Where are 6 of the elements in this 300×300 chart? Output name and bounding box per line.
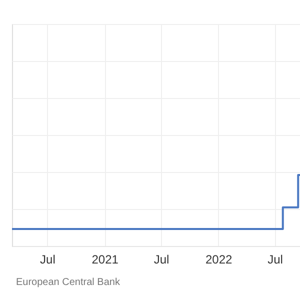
x-tick-label: 2021 [92,252,119,266]
x-tick-label: Jul [40,252,56,266]
x-tick-label: Jul [268,252,283,266]
x-tick-label: Jul [154,252,170,266]
text: European Central Bank [16,277,121,288]
x-tick-label: 2022 [205,252,233,266]
